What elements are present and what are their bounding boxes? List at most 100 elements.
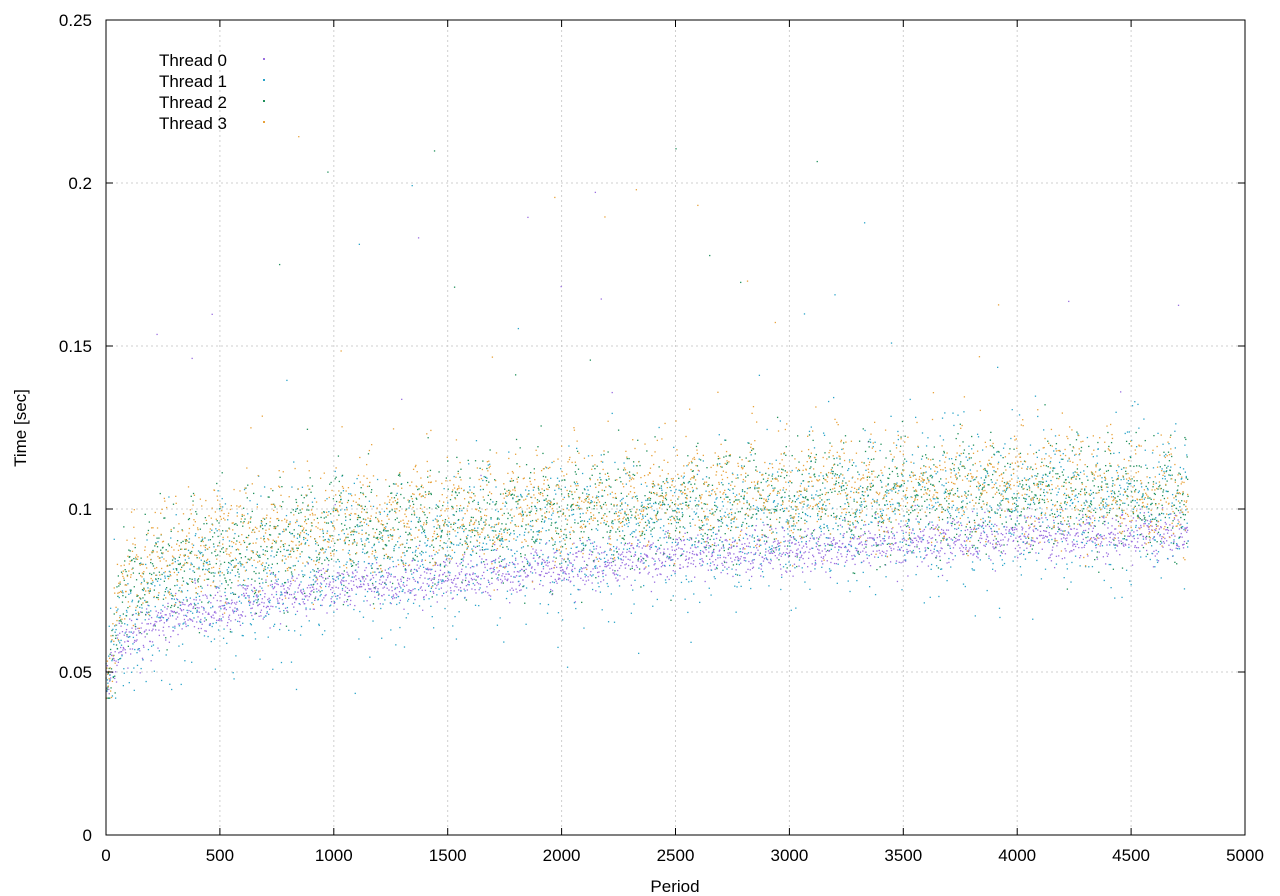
data-point <box>957 527 960 529</box>
data-point <box>532 548 534 550</box>
data-point <box>447 577 449 579</box>
data-point <box>122 684 125 687</box>
data-point <box>429 590 432 593</box>
data-point <box>1085 499 1087 502</box>
data-point <box>308 584 310 587</box>
data-point <box>907 550 910 553</box>
data-point <box>407 577 409 579</box>
data-point <box>322 577 324 579</box>
data-point <box>1059 511 1062 514</box>
data-point <box>655 502 657 505</box>
data-point <box>848 527 850 529</box>
data-point <box>236 512 238 514</box>
data-point <box>324 551 326 553</box>
data-point <box>194 579 196 582</box>
data-point <box>912 549 915 552</box>
data-point <box>639 513 642 515</box>
data-point <box>861 494 863 496</box>
data-point <box>781 526 783 528</box>
data-point <box>687 562 689 564</box>
data-point <box>986 534 988 536</box>
data-point <box>376 567 378 570</box>
data-point <box>1081 533 1083 535</box>
data-point <box>173 611 175 614</box>
data-point <box>694 546 696 548</box>
data-point <box>918 548 920 550</box>
data-point <box>597 582 599 584</box>
data-point <box>228 602 230 605</box>
data-point <box>131 614 134 616</box>
data-point <box>1146 487 1149 490</box>
data-point <box>507 578 509 580</box>
data-point <box>145 608 148 610</box>
data-point <box>382 587 384 589</box>
data-point <box>799 551 802 554</box>
data-point <box>797 497 799 500</box>
data-point <box>925 471 927 473</box>
data-point <box>259 594 262 596</box>
data-point <box>950 458 953 460</box>
data-point <box>452 625 454 627</box>
data-point <box>940 542 942 544</box>
data-point <box>792 508 794 510</box>
data-point <box>252 618 254 620</box>
data-point <box>283 609 285 612</box>
data-point <box>111 695 114 697</box>
data-point <box>1094 542 1096 544</box>
data-point <box>524 595 526 597</box>
data-point <box>776 557 778 559</box>
data-point <box>1089 522 1091 524</box>
data-point <box>654 563 656 565</box>
data-point <box>476 581 479 584</box>
data-point <box>888 518 890 520</box>
data-point <box>1041 511 1043 514</box>
data-point <box>210 602 212 604</box>
data-point <box>154 623 156 625</box>
data-point <box>1012 560 1014 562</box>
data-point <box>622 551 624 553</box>
data-point <box>859 485 862 487</box>
data-point <box>620 559 622 561</box>
data-point <box>498 557 500 559</box>
data-point <box>470 536 472 538</box>
data-point <box>453 551 456 554</box>
data-point <box>325 556 328 559</box>
data-point <box>925 445 928 447</box>
data-point <box>232 609 234 611</box>
data-point <box>1064 548 1066 550</box>
data-point <box>487 579 489 581</box>
data-point <box>206 578 208 580</box>
data-point <box>1002 539 1004 541</box>
data-point <box>247 585 249 587</box>
data-point <box>998 607 1001 610</box>
data-point <box>169 613 171 615</box>
data-point <box>734 559 736 561</box>
data-point <box>586 564 589 567</box>
data-point <box>749 546 751 548</box>
data-point <box>1087 536 1089 538</box>
data-point <box>182 609 185 611</box>
data-point <box>187 549 190 552</box>
data-point <box>578 570 581 572</box>
data-point <box>756 543 758 546</box>
data-point <box>828 549 831 552</box>
data-point <box>674 571 676 573</box>
data-point <box>255 599 257 601</box>
data-point <box>119 646 122 649</box>
data-point <box>862 571 864 574</box>
data-point <box>901 538 904 540</box>
data-point <box>540 579 542 582</box>
data-point <box>569 562 571 564</box>
data-point <box>584 576 586 578</box>
data-point <box>396 594 398 596</box>
data-point <box>220 595 222 598</box>
data-point <box>628 542 631 544</box>
data-point <box>121 655 123 657</box>
data-point <box>402 560 404 562</box>
data-point <box>117 608 119 610</box>
data-point <box>714 568 716 570</box>
data-point <box>601 609 603 611</box>
data-point <box>791 541 793 544</box>
data-point <box>797 470 799 472</box>
data-point <box>516 550 518 552</box>
